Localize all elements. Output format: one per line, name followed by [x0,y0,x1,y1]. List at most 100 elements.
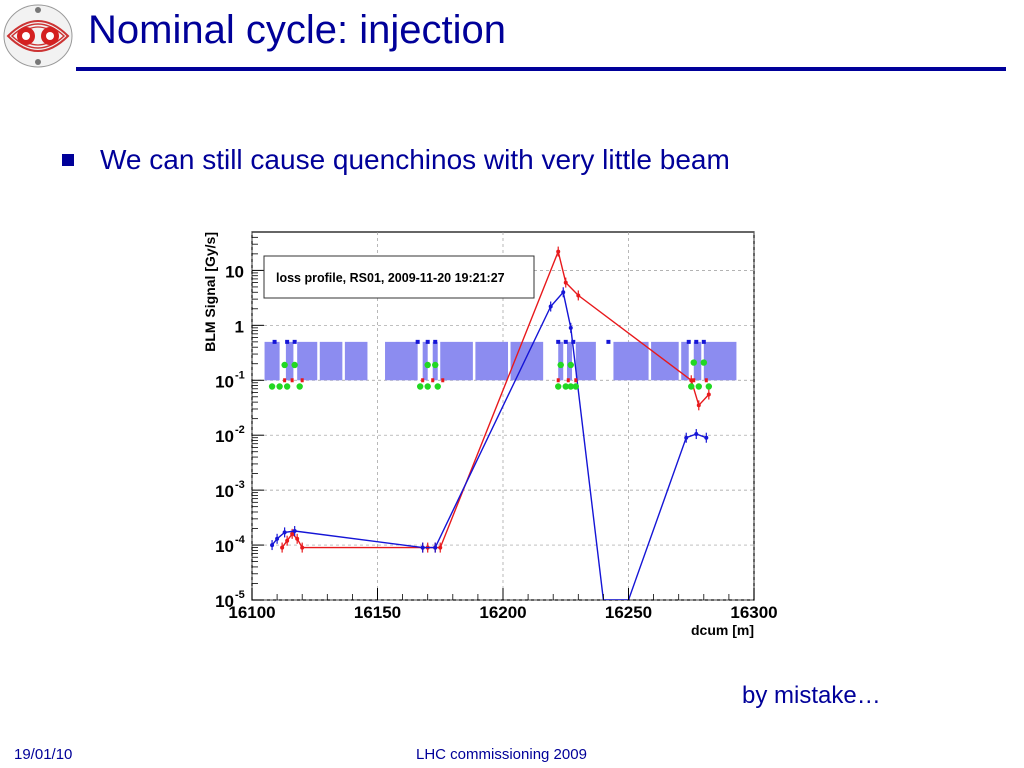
monitor-marker-red [431,378,435,383]
axes: 16100 16150 16200 16250 1630010110-110-210-3… [215,231,778,622]
x-tick-label: 16250 [605,603,652,622]
x-axis-label: dcum [m] [691,622,754,638]
data-point-blue [433,545,438,550]
y-tick-label: 1 [235,317,244,336]
magnet-element [422,341,428,381]
x-tick-label: 16300 [730,603,777,622]
monitor-marker-green [690,359,697,366]
footer-date: 19/01/10 [14,746,73,763]
monitor-marker-blue [701,339,706,344]
monitor-marker-blue [571,339,576,344]
x-tick-label: 16100 [228,603,275,622]
data-point-blue [282,530,287,535]
monitor-marker-green [296,383,303,390]
monitor-marker-red [556,378,560,383]
monitor-marker-green [432,361,439,369]
square-bullet-icon [62,154,74,166]
monitor-marker-green [281,361,288,369]
note-text: by mistake… [742,682,881,709]
monitor-marker-red [290,378,294,383]
magnet-element [432,341,438,381]
magnet-element [385,341,418,381]
monitor-marker-blue [606,339,611,344]
data-point-blue [568,325,573,330]
magnet-element [264,341,280,381]
monitor-marker-blue [686,339,691,344]
magnet-element [440,341,473,381]
monitor-markers [268,339,713,390]
monitor-marker-green [424,361,431,369]
monitor-marker-red [566,378,570,383]
y-tick-exponent: -5 [235,589,245,601]
monitor-marker-green [567,361,574,369]
magnet-element [297,341,318,381]
y-tick-label: 10 [225,262,244,281]
y-tick-label: 10 -4 [215,534,246,556]
y-axis-label: BLM Signal [Gy/s] [202,232,218,352]
y-tick-base: 10 [215,592,234,611]
monitor-marker-blue [292,339,297,344]
y-tick-base: 10 [225,262,244,281]
magnet-element [693,341,702,381]
data-point-red [696,403,701,408]
title-divider [76,67,1006,71]
chart-legend-box: loss profile, RS01, 2009-11-20 19:21:27 [263,255,535,299]
slide-title: Nominal cycle: injection [88,8,506,52]
monitor-marker-green [700,359,707,366]
data-point-blue [704,435,709,440]
data-point-red [438,545,443,550]
magnet-element [319,341,343,381]
data-point-blue [275,536,280,541]
monitor-marker-red [300,378,304,383]
monitor-marker-green [562,383,569,390]
data-point-red [295,536,300,541]
monitor-marker-green [268,383,276,390]
monitor-marker-red [441,378,445,383]
data-point-red [280,545,285,550]
data-point-blue [561,290,566,295]
chart-title: loss profile, RS01, 2009-11-20 19:21:27 [276,271,505,285]
monitor-marker-green [567,383,574,390]
x-tick-label: 16150 [354,603,401,622]
magnet-element [575,341,596,381]
monitor-marker-blue [272,339,277,344]
data-point-blue [548,304,553,309]
y-tick-base: 10 [215,537,234,556]
data-point-red [576,293,581,298]
magnet-element [344,341,368,381]
monitor-marker-green [695,383,702,390]
magnet-element [567,341,573,381]
monitor-marker-green [555,383,562,390]
monitor-marker-green [434,383,441,390]
data-point-red [706,392,711,397]
y-tick-base: 10 [215,372,234,391]
y-tick-base: 10 [215,482,234,501]
x-tick-label: 16200 [479,603,526,622]
monitor-marker-blue [425,339,430,344]
y-tick-label: 10 -1 [215,369,245,391]
data-point-red [300,545,305,550]
y-tick-label: 10 -2 [215,424,245,446]
monitor-marker-green [276,383,283,390]
y-tick-exponent: -3 [235,479,245,491]
y-tick-label: 10 -5 [215,589,245,611]
y-tick-exponent: -4 [235,534,246,546]
y-tick-label: 10 -3 [215,479,245,501]
bullet-text: We can still cause quenchinos with very … [100,144,730,175]
magnet-element [475,341,509,381]
data-point-red [563,280,568,285]
y-tick-exponent: -2 [235,424,245,436]
monitor-marker-blue [556,339,561,344]
data-point-blue [270,543,275,548]
data-point-red [689,378,694,383]
magnet-element [285,341,294,381]
monitor-marker-green [283,383,291,390]
monitor-marker-blue [563,339,568,344]
data-point-blue [420,545,425,550]
data-point-red [556,249,561,254]
magnet-element [703,341,737,381]
y-tick-base: 1 [235,317,244,336]
bullet-item: We can still cause quenchinos with very … [62,144,730,176]
monitor-marker-green [688,383,695,390]
monitor-marker-green [416,383,424,390]
